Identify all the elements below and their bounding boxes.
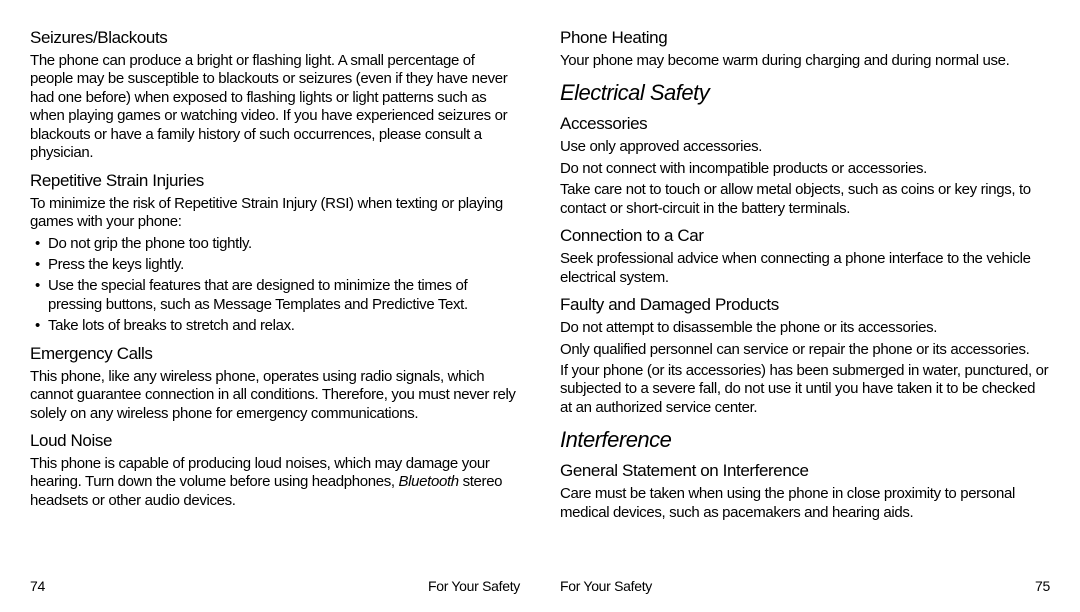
loud-em: Bluetooth [399, 473, 459, 490]
body-general: Care must be taken when using the phone … [560, 485, 1050, 522]
body-car: Seek professional advice when connecting… [560, 250, 1050, 287]
body-accessories-1: Use only approved accessories. [560, 138, 1050, 156]
body-loud: This phone is capable of producing loud … [30, 455, 520, 510]
body-accessories-3: Take care not to touch or allow metal ob… [560, 181, 1050, 218]
footer-label: For Your Safety [560, 578, 652, 594]
heading-accessories: Accessories [560, 114, 1050, 134]
body-accessories-2: Do not connect with incompatible product… [560, 160, 1050, 178]
body-faulty-1: Do not attempt to disassemble the phone … [560, 319, 1050, 337]
left-page: Seizures/Blackouts The phone can produce… [30, 28, 540, 594]
list-item: Use the special features that are design… [30, 277, 520, 314]
page-number: 75 [1035, 578, 1050, 594]
right-page: Phone Heating Your phone may become warm… [540, 28, 1050, 594]
heading-faulty: Faulty and Damaged Products [560, 295, 1050, 315]
body-rsi-intro: To minimize the risk of Repetitive Strai… [30, 195, 520, 232]
list-item: Take lots of breaks to stretch and relax… [30, 317, 520, 335]
heading-heating: Phone Heating [560, 28, 1050, 48]
heading-emergency: Emergency Calls [30, 344, 520, 364]
heading-car: Connection to a Car [560, 226, 1050, 246]
left-content: Seizures/Blackouts The phone can produce… [30, 28, 520, 572]
heading-loud: Loud Noise [30, 431, 520, 451]
body-emergency: This phone, like any wireless phone, ope… [30, 368, 520, 423]
footer-left: 74 For Your Safety [30, 578, 520, 594]
section-interference: Interference [560, 427, 1050, 453]
heading-seizures: Seizures/Blackouts [30, 28, 520, 48]
heading-rsi: Repetitive Strain Injuries [30, 171, 520, 191]
heading-general: General Statement on Interference [560, 461, 1050, 481]
list-item: Do not grip the phone too tightly. [30, 235, 520, 253]
body-heating: Your phone may become warm during chargi… [560, 52, 1050, 70]
footer-label: For Your Safety [428, 578, 520, 594]
footer-right: For Your Safety 75 [560, 578, 1050, 594]
page-number: 74 [30, 578, 45, 594]
body-faulty-2: Only qualified personnel can service or … [560, 341, 1050, 359]
section-electrical: Electrical Safety [560, 80, 1050, 106]
right-content: Phone Heating Your phone may become warm… [560, 28, 1050, 572]
body-faulty-3: If your phone (or its accessories) has b… [560, 362, 1050, 417]
body-seizures: The phone can produce a bright or flashi… [30, 52, 520, 163]
list-item: Press the keys lightly. [30, 256, 520, 274]
list-rsi: Do not grip the phone too tightly. Press… [30, 235, 520, 336]
